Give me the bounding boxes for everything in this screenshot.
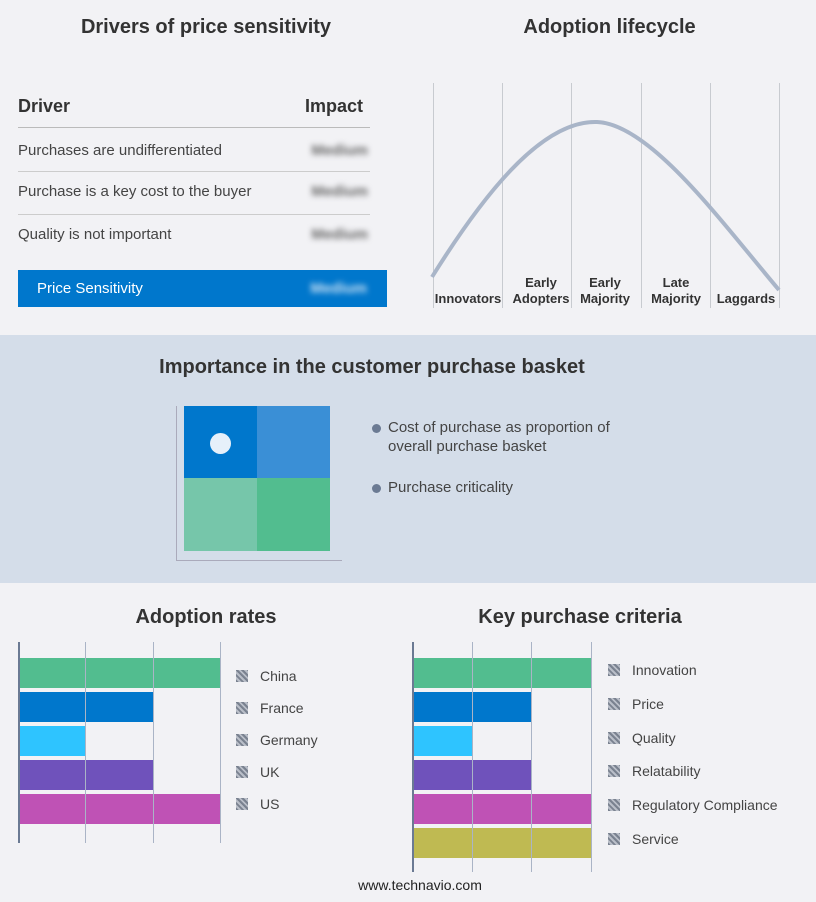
legend-item: Innovation [608, 662, 697, 678]
legend-swatch-icon [236, 702, 248, 714]
legend-item: Relatability [608, 763, 700, 779]
bar-us [19, 794, 221, 824]
basket-title: Importance in the customer purchase bask… [159, 356, 585, 378]
legend-item: US [236, 796, 279, 812]
gridline [471, 642, 473, 872]
legend-label: France [260, 700, 304, 716]
gridline [152, 642, 154, 843]
stage-label: Early Majority [580, 275, 630, 306]
legend-item: France [236, 700, 304, 716]
legend-swatch-icon [236, 670, 248, 682]
stage-label: Late Majority [651, 275, 701, 306]
axis-line [412, 642, 414, 872]
bullet-icon [372, 484, 381, 493]
col-driver: Driver [18, 96, 71, 116]
legend-label: Innovation [632, 662, 697, 678]
legend-label: US [260, 796, 280, 812]
driver-label: Purchases are undifferentiated [18, 142, 223, 159]
position-marker [210, 433, 231, 454]
impact-value: Medium [311, 142, 368, 159]
bar-price [413, 692, 533, 722]
curve-line [430, 119, 781, 292]
divider [779, 83, 780, 308]
bar-uk [19, 760, 154, 790]
adoption-curve [430, 119, 781, 292]
legend-item: China [236, 668, 297, 684]
basket-section [0, 335, 816, 583]
price-sensitivity-bar: Price Sensitivity Medium [18, 270, 387, 307]
driver-label: Purchase is a key cost to the buyer [18, 183, 252, 200]
bullet-icon [372, 424, 381, 433]
basket-legend-item: Cost of purchase as proportion of overal… [388, 419, 610, 455]
driver-row: Quality is not important Medium [18, 226, 370, 256]
gridline [591, 642, 592, 872]
legend-label: UK [260, 764, 280, 780]
driver-label: Quality is not important [18, 226, 172, 243]
bar-germany [19, 726, 87, 756]
axis-y [176, 406, 177, 560]
driver-row: Purchases are undifferentiated Medium [18, 142, 370, 172]
kpc-title: Key purchase criteria [478, 606, 682, 628]
quadrant [257, 406, 330, 478]
axis-x [176, 560, 342, 561]
divider [571, 83, 572, 308]
legend-swatch-icon [608, 731, 620, 744]
legend-item: Price [608, 696, 664, 712]
legend-label: Service [632, 831, 679, 847]
legend-item: Regulatory Compliance [608, 797, 778, 813]
legend-label: Regulatory Compliance [632, 797, 778, 814]
divider [710, 83, 711, 308]
lifecycle-title: Adoption lifecycle [523, 16, 696, 38]
header-divider [18, 127, 370, 128]
divider [502, 83, 503, 308]
gridline [85, 642, 87, 843]
legend-swatch-icon [236, 798, 248, 810]
bar-quality [413, 726, 473, 756]
bar-relatability [413, 760, 533, 790]
axis-line [18, 642, 20, 843]
legend-swatch-icon [608, 697, 620, 710]
legend-swatch-icon [608, 799, 620, 812]
drivers-title: Drivers of price sensitivity [80, 16, 332, 38]
legend-label: China [260, 668, 297, 684]
adoption-rates-title: Adoption rates [135, 606, 277, 628]
legend-swatch-icon [236, 734, 248, 746]
legend-label: Germany [260, 732, 318, 748]
impact-value: Medium [311, 183, 368, 200]
col-impact: Impact [305, 96, 364, 116]
legend-label: Relatability [632, 763, 701, 780]
legend-item: Service [608, 831, 679, 847]
driver-row: Purchase is a key cost to the buyer Mediu… [18, 183, 370, 215]
footer-url: www.technavio.com [358, 877, 482, 893]
legend-item: Germany [236, 732, 318, 748]
divider [641, 83, 642, 308]
stage-label: Laggards [716, 291, 776, 306]
legend-label: Price [632, 695, 664, 712]
legend-item: UK [236, 764, 279, 780]
stage-label: Innovators [434, 291, 502, 306]
divider [433, 83, 434, 308]
legend-swatch-icon [608, 664, 620, 676]
legend-item: Quality [608, 730, 676, 746]
bar-france [19, 692, 154, 722]
bar-innovation [413, 658, 592, 688]
summary-impact: Medium [310, 280, 367, 297]
bar-service [413, 828, 592, 858]
legend-swatch-icon [608, 765, 620, 778]
quadrant [257, 478, 330, 551]
legend-swatch-icon [608, 833, 620, 845]
gridline [531, 642, 533, 872]
bar-regulatory-compliance [413, 794, 592, 824]
legend-label: Quality [632, 729, 676, 746]
gridline [220, 642, 221, 843]
basket-legend-item: Purchase criticality [388, 479, 514, 496]
summary-label: Price Sensitivity [37, 280, 143, 297]
impact-value: Medium [311, 226, 368, 243]
bar-china [19, 658, 221, 688]
stage-label: Early Adopters [512, 275, 570, 306]
quadrant [184, 478, 257, 551]
legend-swatch-icon [236, 766, 248, 778]
